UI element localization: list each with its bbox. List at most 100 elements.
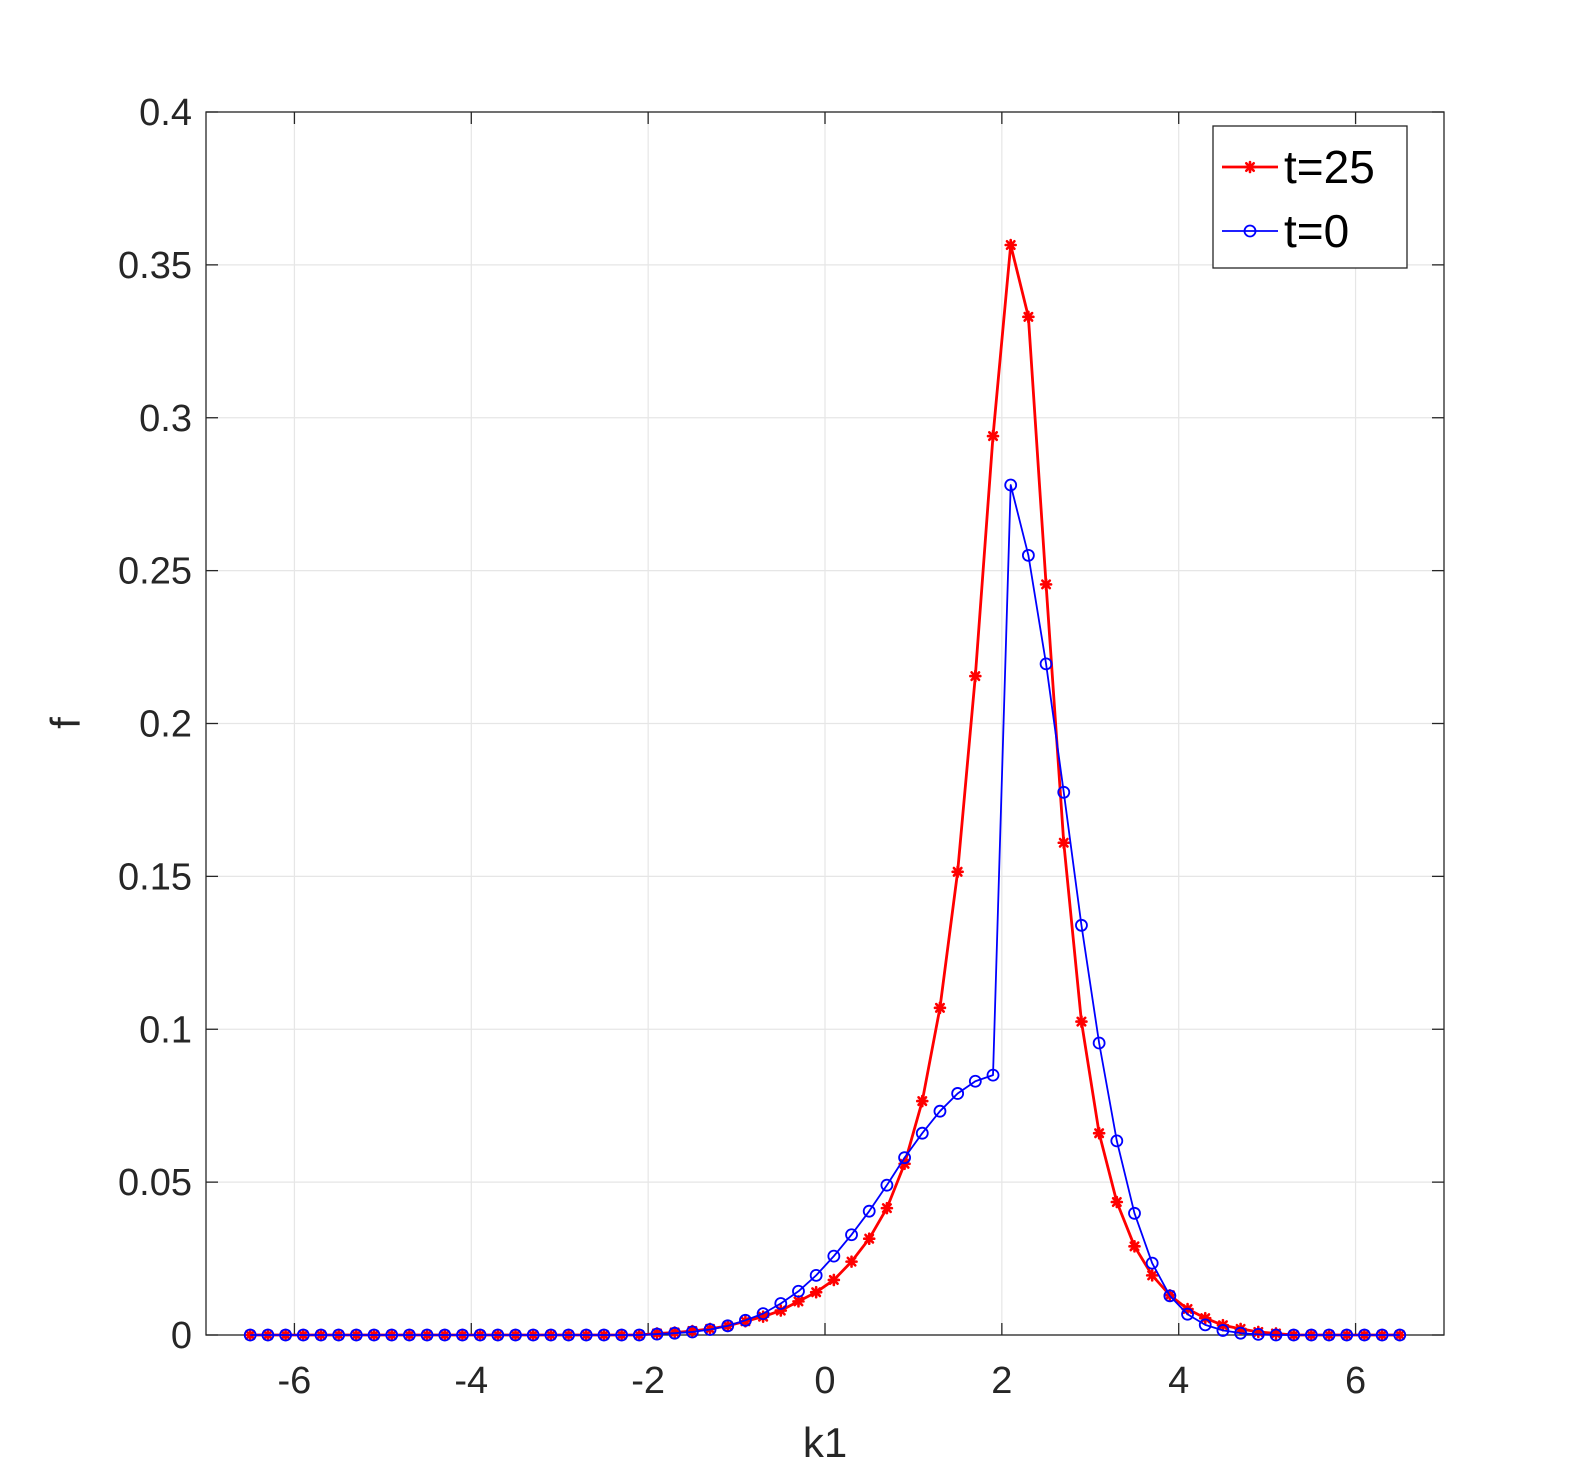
legend-swatch-marker — [1243, 160, 1257, 174]
data-point — [1198, 1311, 1212, 1325]
data-point — [1358, 1328, 1371, 1342]
data-point — [845, 1255, 858, 1268]
data-point — [774, 1297, 788, 1310]
x-tick-label: -6 — [278, 1360, 312, 1402]
data-point — [703, 1323, 717, 1336]
data-point — [739, 1313, 752, 1327]
data-point — [1022, 310, 1035, 324]
data-point — [827, 1249, 841, 1263]
data-point — [792, 1284, 805, 1298]
data-point — [1145, 1269, 1159, 1282]
y-tick-label: 0.25 — [118, 551, 192, 593]
data-point — [650, 1327, 664, 1341]
data-point — [862, 1204, 876, 1218]
data-point — [862, 1232, 876, 1245]
data-point — [509, 1328, 522, 1342]
data-point — [349, 1328, 363, 1342]
data-point — [685, 1325, 699, 1339]
data-point — [1234, 1322, 1247, 1336]
y-tick-label: 0 — [171, 1315, 192, 1357]
data-point — [579, 1328, 593, 1342]
legend-box — [1212, 125, 1408, 269]
data-point — [1004, 478, 1018, 492]
data-point — [827, 1273, 841, 1287]
data-point — [809, 1285, 823, 1299]
y-tick-label: 0.1 — [139, 1009, 192, 1051]
data-point — [1163, 1289, 1177, 1303]
data-point — [367, 1328, 381, 1342]
data-point — [1092, 1036, 1106, 1050]
data-point — [880, 1201, 894, 1215]
data-point — [1287, 1328, 1301, 1342]
data-point — [792, 1295, 805, 1308]
data-point — [1075, 1015, 1088, 1028]
data-point — [243, 1328, 257, 1342]
data-point — [915, 1126, 929, 1140]
data-point — [986, 429, 1000, 443]
data-point — [314, 1328, 328, 1342]
data-point — [1269, 1328, 1283, 1342]
data-point — [756, 1310, 770, 1323]
data-point — [632, 1328, 646, 1342]
data-point — [597, 1328, 611, 1342]
data-point — [261, 1328, 275, 1342]
data-point — [668, 1326, 682, 1340]
legend-swatch-marker — [1243, 224, 1257, 238]
data-point — [402, 1328, 416, 1342]
data-point — [933, 1001, 947, 1015]
data-point — [1075, 918, 1088, 932]
data-point — [420, 1328, 434, 1342]
y-tick-label: 0.2 — [139, 704, 192, 746]
x-tick-label: -2 — [631, 1360, 665, 1402]
data-point — [1021, 548, 1035, 562]
data-point — [1216, 1324, 1230, 1337]
y-tick-label: 0.4 — [139, 92, 192, 134]
data-point — [1340, 1328, 1354, 1342]
y-tick-label: 0.3 — [139, 398, 192, 440]
data-point — [1057, 836, 1071, 850]
data-point — [1057, 785, 1071, 799]
legend: t=25 t=0 — [1212, 125, 1408, 269]
data-point — [473, 1328, 487, 1342]
x-axis-label: k1 — [803, 1419, 847, 1466]
x-tick-label: 6 — [1345, 1360, 1366, 1402]
data-point — [1145, 1256, 1159, 1270]
data-point — [898, 1151, 911, 1165]
data-point — [615, 1328, 629, 1342]
data-point — [809, 1268, 823, 1282]
y-tick-label: 0.35 — [118, 245, 192, 287]
data-point — [1251, 1327, 1265, 1341]
data-point — [845, 1228, 858, 1242]
legend-entry-label: t=25 — [1284, 141, 1375, 193]
data-point — [1092, 1126, 1106, 1140]
y-tick-label: 0.05 — [118, 1162, 192, 1204]
data-point — [933, 1104, 947, 1118]
y-tick-label: 0.15 — [118, 856, 192, 898]
data-point — [438, 1328, 452, 1342]
data-point — [986, 1068, 1000, 1082]
data-point — [915, 1094, 929, 1108]
tick-labels: -6 -4 -2 0 2 4 6 0 0.05 0.1 0.15 0.2 0.25 0.3 0.35 0.4 — [118, 92, 1366, 1402]
data-point — [1004, 238, 1017, 252]
data-point — [332, 1328, 346, 1342]
data-point — [279, 1328, 292, 1342]
data-point — [1269, 1327, 1283, 1340]
data-point — [491, 1328, 505, 1342]
data-point — [1304, 1328, 1318, 1342]
data-point — [1198, 1318, 1212, 1332]
data-point — [1128, 1240, 1141, 1253]
x-tick-label: 4 — [1168, 1360, 1189, 1402]
series-t0 — [243, 478, 1407, 1342]
data-point — [1039, 578, 1053, 591]
data-point — [951, 865, 964, 879]
x-tick-label: 2 — [991, 1360, 1012, 1402]
x-tick-label: -4 — [454, 1360, 488, 1402]
data-point — [774, 1304, 788, 1317]
data-point — [385, 1328, 399, 1342]
data-point — [1322, 1328, 1336, 1342]
data-point — [296, 1328, 310, 1342]
data-point — [951, 1087, 965, 1100]
data-point — [1375, 1328, 1389, 1342]
x-tick-label: 0 — [814, 1360, 835, 1402]
